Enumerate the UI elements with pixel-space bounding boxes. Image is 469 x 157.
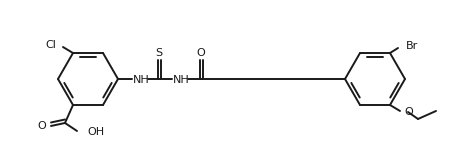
- Text: Cl: Cl: [45, 40, 56, 50]
- Text: Br: Br: [406, 41, 418, 51]
- Text: NH: NH: [133, 75, 149, 85]
- Text: O: O: [37, 121, 46, 131]
- Text: NH: NH: [173, 75, 189, 85]
- Text: S: S: [155, 48, 163, 58]
- Text: OH: OH: [87, 127, 104, 137]
- Text: O: O: [197, 48, 205, 58]
- Text: O: O: [404, 107, 413, 117]
